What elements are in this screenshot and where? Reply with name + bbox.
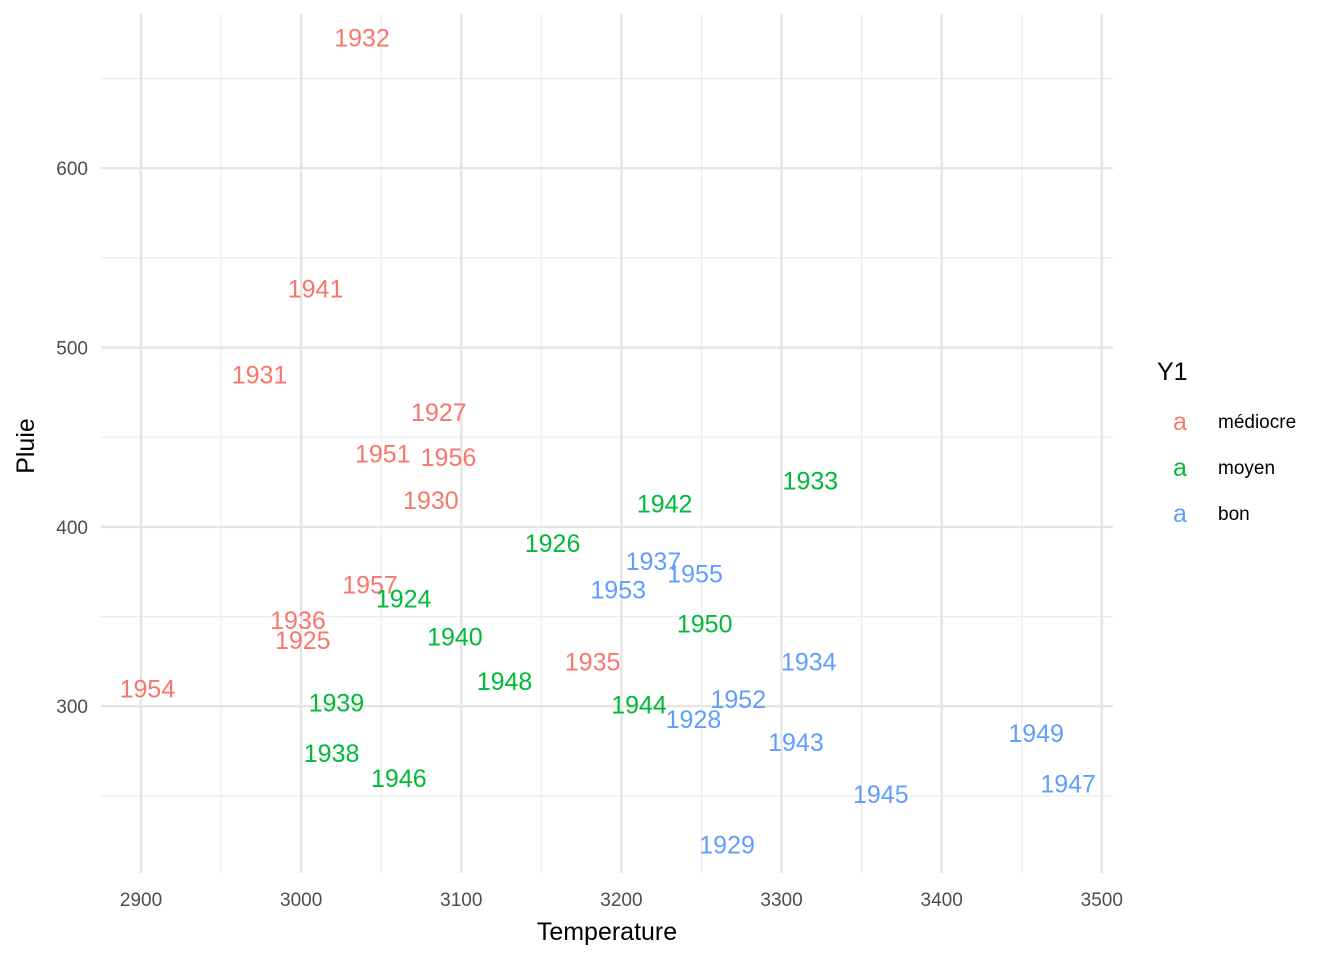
legend-key: a	[1173, 454, 1187, 482]
x-tick-label: 2900	[120, 890, 162, 911]
point-label: 1925	[275, 627, 331, 655]
point-label: 1943	[768, 729, 824, 757]
y-tick-label: 300	[56, 697, 88, 718]
x-tick-label: 3400	[921, 890, 963, 911]
y-axis-ticks: 300 400 500 600	[56, 159, 88, 718]
legend: Y1 a médiocre a moyen a bon	[1157, 358, 1296, 528]
y-tick-label: 600	[56, 159, 88, 180]
point-label: 1929	[699, 831, 755, 859]
x-axis-ticks: 2900 3000 3100 3200 3300 3400 3500	[120, 890, 1123, 911]
point-label: 1933	[783, 467, 839, 495]
point-label: 1956	[421, 444, 477, 472]
x-tick-label: 3000	[280, 890, 322, 911]
point-label: 1953	[590, 577, 646, 605]
point-label: 1926	[525, 530, 581, 558]
legend-label: médiocre	[1218, 412, 1296, 433]
point-label: 1935	[565, 648, 621, 676]
point-label: 1942	[637, 491, 693, 519]
minor-gridlines	[101, 14, 1113, 873]
point-label: 1940	[427, 623, 483, 651]
point-label: 1950	[677, 611, 733, 639]
x-tick-label: 3100	[440, 890, 482, 911]
legend-label: bon	[1218, 504, 1250, 525]
point-label: 1952	[710, 686, 766, 714]
point-label: 1930	[403, 487, 459, 515]
point-label: 1947	[1040, 770, 1096, 798]
point-label: 1934	[781, 648, 837, 676]
point-label: 1955	[667, 561, 723, 589]
legend-title: Y1	[1157, 358, 1188, 386]
point-label: 1957	[342, 571, 398, 599]
x-tick-label: 3300	[760, 890, 802, 911]
point-label: 1927	[411, 399, 467, 427]
point-label: 1948	[477, 668, 533, 696]
x-axis-title: Temperature	[537, 918, 677, 946]
point-label: 1944	[611, 691, 667, 719]
point-label: 1932	[334, 24, 390, 52]
point-label: 1938	[304, 740, 360, 768]
y-tick-label: 500	[56, 339, 88, 360]
point-label: 1946	[371, 765, 427, 793]
legend-label: moyen	[1218, 458, 1275, 479]
point-label: 1949	[1008, 720, 1064, 748]
point-label: 1945	[853, 781, 909, 809]
point-label: 1937	[626, 548, 682, 576]
point-label: 1939	[309, 690, 365, 718]
x-tick-label: 3200	[600, 890, 642, 911]
point-label: 1954	[120, 675, 176, 703]
legend-key: a	[1173, 500, 1187, 528]
y-tick-label: 400	[56, 518, 88, 539]
point-label: 1928	[666, 706, 722, 734]
point-label: 1951	[355, 440, 411, 468]
legend-key: a	[1173, 408, 1187, 436]
point-label: 1936	[270, 607, 326, 635]
legend-entries: a médiocre a moyen a bon	[1173, 408, 1296, 528]
point-label: 1941	[288, 275, 344, 303]
point-label: 1931	[232, 361, 288, 389]
point-label: 1924	[376, 586, 432, 614]
major-gridlines	[101, 14, 1113, 873]
x-tick-label: 3500	[1081, 890, 1123, 911]
y-axis-title: Pluie	[12, 418, 40, 474]
